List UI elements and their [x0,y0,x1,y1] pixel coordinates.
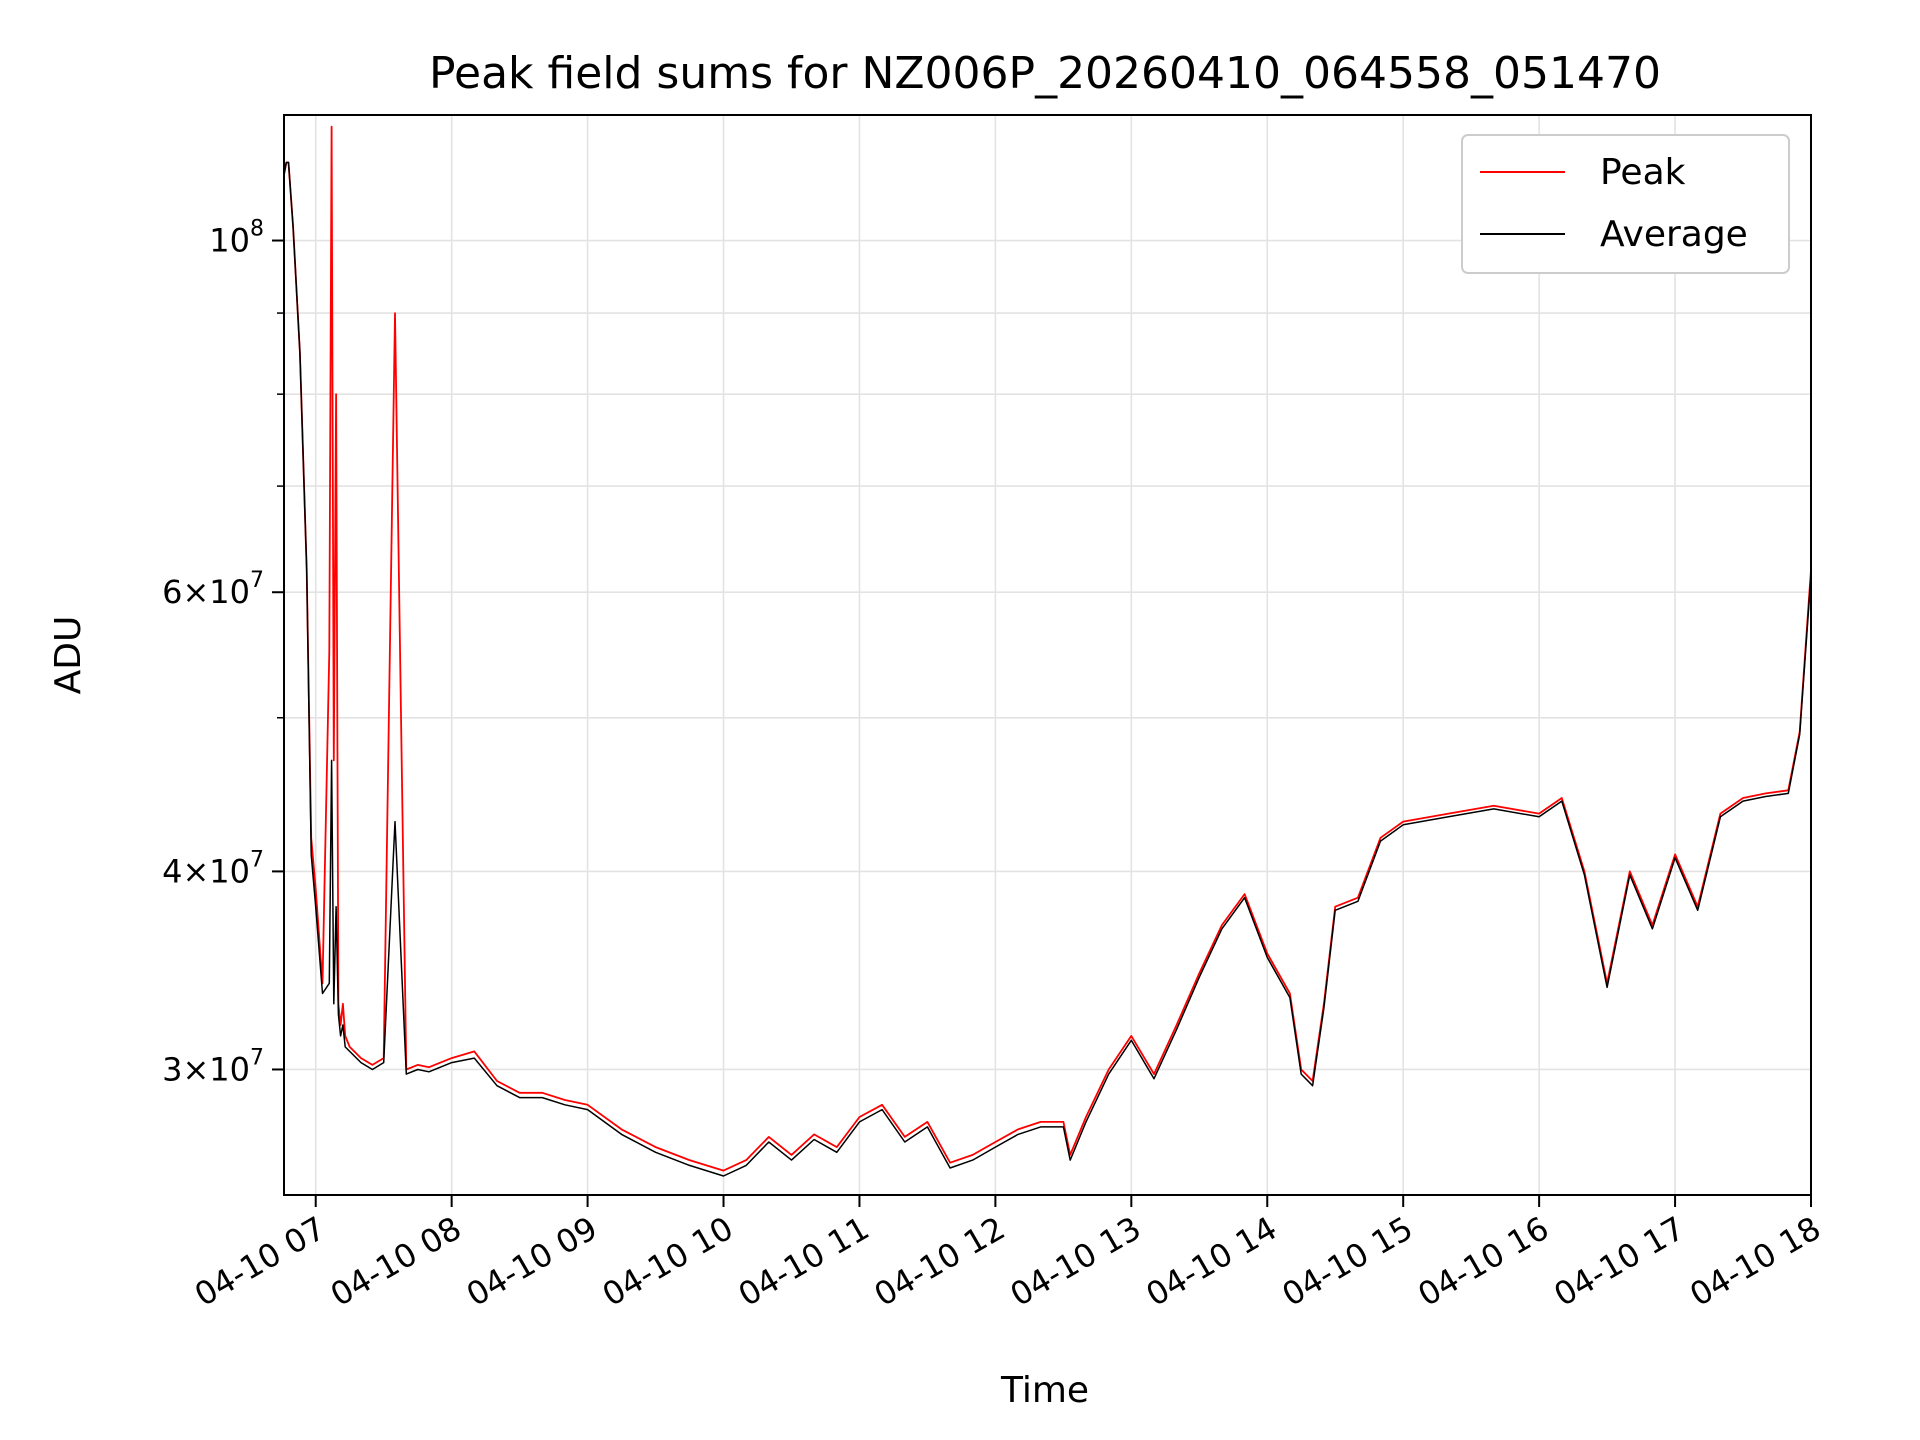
x-tick-label: 04-10 09 [460,1209,604,1314]
y-tick-label: 3×107 [162,1045,264,1088]
y-tick-label: 108 [209,217,264,260]
legend-label-peak: Peak [1600,152,1686,193]
series-layer [284,125,1811,1177]
x-tick-label: 04-10 10 [596,1209,740,1314]
grid [284,115,1812,1195]
y-axis-label: ADU [48,616,89,695]
series-line-average [284,161,1811,1177]
x-tick-label: 04-10 07 [188,1209,332,1314]
y-tick-label: 6×107 [162,568,264,611]
series-line-peak [284,125,1811,1172]
x-tick-label: 04-10 17 [1547,1209,1691,1314]
x-tick-label: 04-10 12 [868,1209,1012,1314]
legend-label-average: Average [1600,214,1748,255]
chart-title: Peak field sums for NZ006P_20260410_0645… [429,48,1661,99]
x-tick-label: 04-10 15 [1276,1209,1420,1314]
legend: Peak Average [1461,134,1790,274]
x-axis-label: Time [1000,1370,1089,1411]
legend-box [1461,134,1790,274]
x-tick-label: 04-10 18 [1683,1209,1827,1314]
y-axis: 3×107 4×107 6×107 108 [162,217,284,1088]
plot-area [284,125,1811,1177]
y-tick-label: 4×107 [162,847,264,890]
x-tick-label: 04-10 08 [324,1209,468,1314]
x-tick-label: 04-10 16 [1412,1209,1556,1314]
plot-frame [283,114,1812,1196]
x-tick-label: 04-10 13 [1004,1209,1148,1314]
x-tick-label: 04-10 11 [732,1209,876,1314]
x-tick-label: 04-10 14 [1140,1209,1284,1314]
